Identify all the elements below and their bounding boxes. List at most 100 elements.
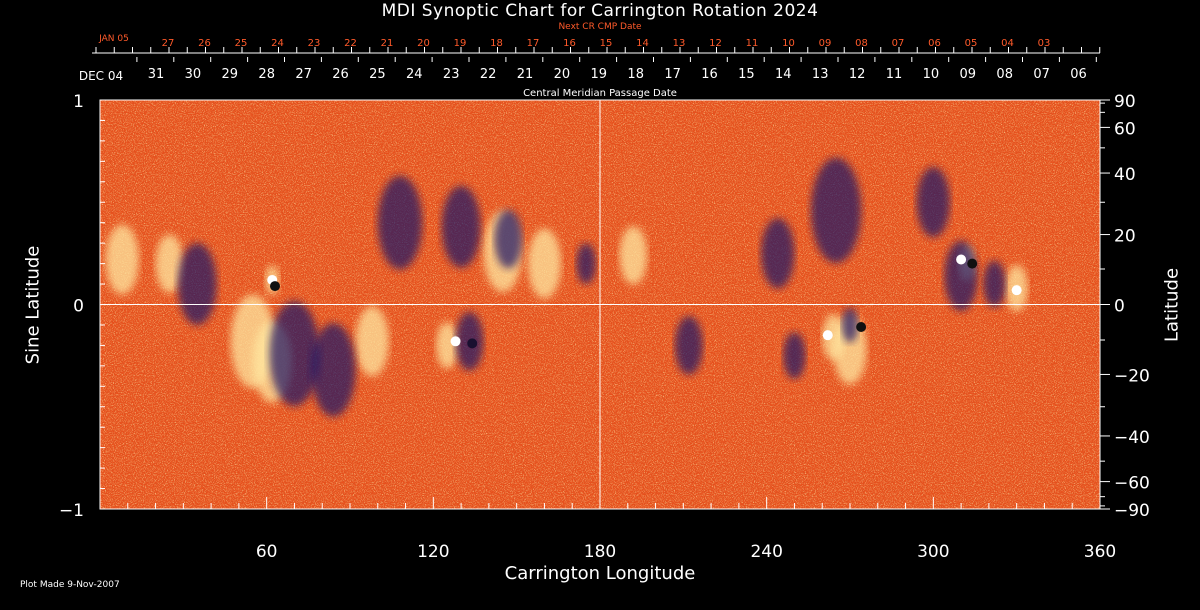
cmp-date-label: 19 <box>591 67 608 82</box>
y-tick-label-left: 1 <box>73 92 84 112</box>
active-regions <box>105 157 1028 417</box>
next-cr-date-label: 10 <box>782 38 795 49</box>
cmp-date-label: 06 <box>1070 67 1087 82</box>
negative-polarity-region <box>494 209 523 269</box>
y-tick-label-right: 60 <box>1114 119 1136 139</box>
y-axis-label-left: Sine Latitude <box>22 245 44 365</box>
y-tick-label-right: −40 <box>1114 428 1150 448</box>
next-cr-date-label: 20 <box>417 38 430 49</box>
x-tick-label: 300 <box>917 542 949 562</box>
next-cr-axis-label: Next CR CMP Date <box>558 22 642 32</box>
cmp-date-label: 16 <box>701 67 718 82</box>
next-cr-date-label: 25 <box>235 38 248 49</box>
x-tick-label: 180 <box>584 542 616 562</box>
next-cr-date-label: 06 <box>928 38 941 49</box>
chart-title: MDI Synoptic Chart for Carrington Rotati… <box>381 1 819 21</box>
positive-polarity-region <box>833 314 867 385</box>
next-cr-date-label: 13 <box>673 38 686 49</box>
next-cr-date-label: 17 <box>527 38 540 49</box>
y-tick-label-right: −90 <box>1114 501 1150 521</box>
sunspot <box>822 330 833 341</box>
positive-polarity-region <box>527 228 562 299</box>
y-tick-label-left: −1 <box>59 501 84 521</box>
next-cr-date-label: 21 <box>381 38 394 49</box>
sunspot <box>1011 285 1022 296</box>
y-tick-label-right: −60 <box>1114 474 1150 494</box>
x-tick-label: 240 <box>750 542 782 562</box>
negative-polarity-region <box>377 175 423 270</box>
cmp-date-label: 17 <box>664 67 681 82</box>
positive-polarity-region <box>105 224 139 295</box>
cmp-date-label: 29 <box>222 67 239 82</box>
positive-polarity-region <box>355 306 389 377</box>
sunspot <box>270 281 280 292</box>
next-cr-date-label: 22 <box>344 38 357 49</box>
next-cr-date-label: 19 <box>454 38 467 49</box>
y-tick-label-right: 40 <box>1114 165 1136 185</box>
y-tick-label-right: 0 <box>1114 297 1125 317</box>
negative-polarity-region <box>675 316 703 375</box>
sunspot <box>956 254 967 265</box>
cmp-date-label: 13 <box>812 67 829 82</box>
negative-polarity-region <box>944 240 978 311</box>
cmp-date-label: 09 <box>960 67 977 82</box>
next-cr-first-label: JAN 05 <box>98 34 129 44</box>
x-tick-label: 60 <box>256 542 278 562</box>
next-cr-date-label: 08 <box>855 38 868 49</box>
negative-polarity-region <box>311 323 356 417</box>
cmp-date-label: 27 <box>295 67 312 82</box>
x-axis-label: Carrington Longitude <box>504 563 696 584</box>
negative-polarity-region <box>761 218 795 289</box>
next-cr-date-label: 11 <box>746 38 759 49</box>
cmp-date-label: 18 <box>627 67 644 82</box>
cmp-date-label: 22 <box>480 67 497 82</box>
cmp-date-label: 26 <box>332 67 349 82</box>
next-cr-date-label: 27 <box>162 38 175 49</box>
next-cr-date-label: 05 <box>965 38 978 49</box>
next-cr-date-label: 24 <box>271 38 284 49</box>
positive-polarity-region <box>436 322 459 369</box>
positive-polarity-region <box>155 234 184 293</box>
cmp-date-label: 15 <box>738 67 755 82</box>
next-cr-date-label: 16 <box>563 38 576 49</box>
cmp-date-label: 07 <box>1033 67 1050 82</box>
negative-polarity-region <box>841 307 859 343</box>
next-cr-date-label: 12 <box>709 38 722 49</box>
next-cr-date-label: 04 <box>1001 38 1014 49</box>
cmp-date-label: 12 <box>849 67 866 82</box>
cmp-date-label: 25 <box>369 67 386 82</box>
sunspot <box>450 336 461 347</box>
next-cr-date-label: 15 <box>600 38 613 49</box>
negative-polarity-region <box>783 332 806 380</box>
cmp-date-label: 30 <box>185 67 202 82</box>
plot-made-note: Plot Made 9-Nov-2007 <box>20 580 120 590</box>
cmp-date-label: 20 <box>554 67 571 82</box>
negative-polarity-region <box>177 243 217 325</box>
y-tick-label-right: −20 <box>1114 366 1150 386</box>
y-axis-label-right: Latitude <box>1161 267 1183 343</box>
next-cr-date-label: 09 <box>819 38 832 49</box>
x-tick-label: 360 <box>1084 542 1116 562</box>
cmp-date-label: 28 <box>258 67 275 82</box>
cmp-date-label: 21 <box>517 67 534 82</box>
cmp-date-label: 10 <box>923 67 940 82</box>
cmp-date-label: 08 <box>996 67 1013 82</box>
next-cr-date-label: 23 <box>308 38 321 49</box>
y-tick-label-left: 0 <box>73 297 84 317</box>
y-tick-label-right: 90 <box>1114 92 1136 112</box>
sunspot <box>856 321 867 332</box>
sunspot <box>967 258 978 269</box>
y-tick-label-right: 20 <box>1114 227 1136 247</box>
positive-polarity-region <box>619 226 648 285</box>
negative-polarity-region <box>983 260 1006 308</box>
cmp-date-label: 11 <box>886 67 903 82</box>
negative-polarity-region <box>916 167 950 238</box>
x-tick-label: 120 <box>417 542 449 562</box>
cmp-date-label: 14 <box>775 67 792 82</box>
negative-polarity-region <box>269 300 320 407</box>
cmp-date-label: 23 <box>443 67 460 82</box>
cmp-axis-label: Central Meridian Passage Date <box>523 88 677 99</box>
cmp-date-label: 31 <box>148 67 165 82</box>
next-cr-date-label: 26 <box>198 38 211 49</box>
